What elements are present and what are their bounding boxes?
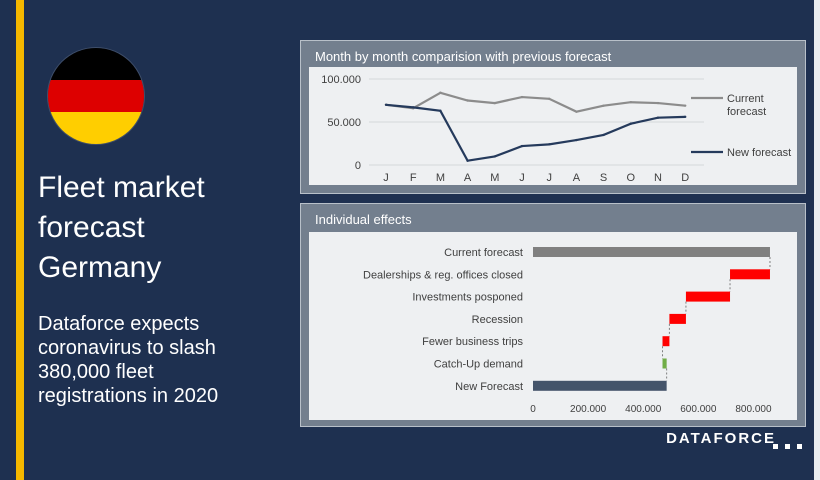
category-label: Current forecast bbox=[444, 247, 523, 259]
data-point bbox=[575, 110, 578, 113]
x-tick-label: A bbox=[573, 172, 581, 184]
x-tick-label: J bbox=[546, 172, 552, 184]
subtext-line: Dataforce expects bbox=[38, 313, 200, 335]
y-tick-label: 100.000 bbox=[321, 74, 361, 86]
bar-total_new bbox=[533, 380, 667, 391]
x-tick-label: N bbox=[654, 172, 662, 184]
line-chart-area: 100.000 50.000 0 J F M A M J J A S O N D Current forecas… bbox=[309, 67, 797, 185]
accent-bar bbox=[16, 0, 24, 480]
data-point bbox=[684, 115, 687, 119]
legend-label: forecast bbox=[727, 106, 766, 118]
dataforce-logo: DATAFORCE bbox=[666, 430, 776, 447]
x-tick-label: D bbox=[681, 172, 689, 184]
data-point bbox=[466, 159, 469, 162]
data-point bbox=[439, 91, 442, 94]
right-edge-strip bbox=[814, 0, 820, 480]
x-tick-label: 600.000 bbox=[680, 404, 717, 415]
category-label: Investments posponed bbox=[412, 292, 523, 304]
category-label: Catch-Up demand bbox=[434, 359, 523, 371]
data-point bbox=[548, 143, 551, 146]
data-point bbox=[629, 101, 632, 104]
bar-total_current bbox=[533, 247, 770, 257]
x-tick-label: M bbox=[490, 172, 499, 184]
series-line-current-forecast bbox=[385, 91, 686, 113]
category-label: Recession bbox=[472, 314, 523, 326]
logo-dots bbox=[773, 444, 802, 449]
bar-increase bbox=[662, 358, 667, 369]
line-chart-title: Month by month comparision with previous… bbox=[315, 49, 612, 64]
data-point bbox=[575, 138, 578, 142]
waterfall-chart-area: Current forecast Dealerships & reg. offic… bbox=[309, 232, 797, 420]
data-point bbox=[412, 106, 415, 109]
data-point bbox=[384, 103, 388, 106]
y-tick-label: 0 bbox=[355, 160, 361, 172]
headline: Fleet market forecast Germany bbox=[38, 168, 288, 288]
data-point bbox=[466, 99, 469, 102]
flag-stripe-red bbox=[48, 80, 144, 112]
category-label: Dealerships & reg. offices closed bbox=[363, 269, 523, 281]
x-tick-label: J bbox=[519, 172, 525, 184]
headline-line: Fleet market bbox=[38, 171, 205, 204]
subtext-line: 380,000 fleet bbox=[38, 361, 154, 383]
data-point bbox=[684, 104, 687, 107]
line-chart-svg: 100.000 50.000 0 J F M A M J J A S O N D Currentforecas… bbox=[321, 74, 791, 184]
y-tick-label: 50.000 bbox=[327, 117, 361, 129]
logo-dot bbox=[773, 444, 778, 449]
legend-label: New forecast bbox=[727, 147, 791, 159]
x-tick-label: 800.000 bbox=[735, 404, 772, 415]
subtext-line: registrations in 2020 bbox=[38, 385, 219, 407]
data-point bbox=[493, 155, 496, 158]
logo-dot bbox=[785, 444, 790, 449]
bar-decrease bbox=[662, 336, 670, 347]
flag-stripe-gold bbox=[48, 112, 144, 144]
line-chart-panel: Month by month comparision with previous… bbox=[300, 40, 806, 194]
waterfall-chart-panel: Individual effects Current forecast Deale… bbox=[300, 203, 806, 427]
waterfall-chart-title: Individual effects bbox=[315, 212, 412, 227]
x-tick-label: M bbox=[436, 172, 445, 184]
bar-decrease bbox=[730, 269, 770, 280]
category-label: New Forecast bbox=[455, 381, 523, 393]
x-tick-label: F bbox=[410, 172, 417, 184]
legend-label: Current bbox=[727, 93, 764, 105]
logo-dot bbox=[797, 444, 802, 449]
bar-decrease bbox=[685, 291, 731, 302]
waterfall-chart-svg: Current forecast Dealerships & reg. offic… bbox=[363, 247, 772, 415]
bar-decrease bbox=[669, 313, 686, 324]
data-point bbox=[602, 104, 605, 107]
subtext: Dataforce expects coronavirus to slash 3… bbox=[38, 312, 288, 408]
series-line-new-forecast bbox=[385, 103, 686, 162]
subtext-line: coronavirus to slash bbox=[38, 337, 216, 359]
x-tick-label: O bbox=[627, 172, 636, 184]
data-point bbox=[629, 122, 632, 125]
germany-flag-icon bbox=[48, 48, 144, 144]
headline-line: forecast bbox=[38, 211, 145, 244]
data-point bbox=[656, 101, 660, 105]
flag-stripe-black bbox=[48, 48, 144, 80]
x-tick-label: 400.000 bbox=[625, 404, 662, 415]
x-tick-label: J bbox=[383, 172, 389, 184]
category-label: Fewer business trips bbox=[422, 336, 523, 348]
data-point bbox=[439, 109, 442, 113]
x-tick-label: A bbox=[464, 172, 472, 184]
data-point bbox=[520, 95, 524, 99]
data-point bbox=[656, 116, 660, 119]
data-point bbox=[602, 133, 605, 137]
x-tick-label: S bbox=[600, 172, 607, 184]
data-point bbox=[493, 101, 496, 105]
headline-line: Germany bbox=[38, 251, 162, 284]
x-tick-label: 0 bbox=[530, 404, 536, 415]
data-point bbox=[548, 97, 551, 100]
x-tick-label: 200.000 bbox=[570, 404, 607, 415]
data-point bbox=[520, 144, 524, 148]
